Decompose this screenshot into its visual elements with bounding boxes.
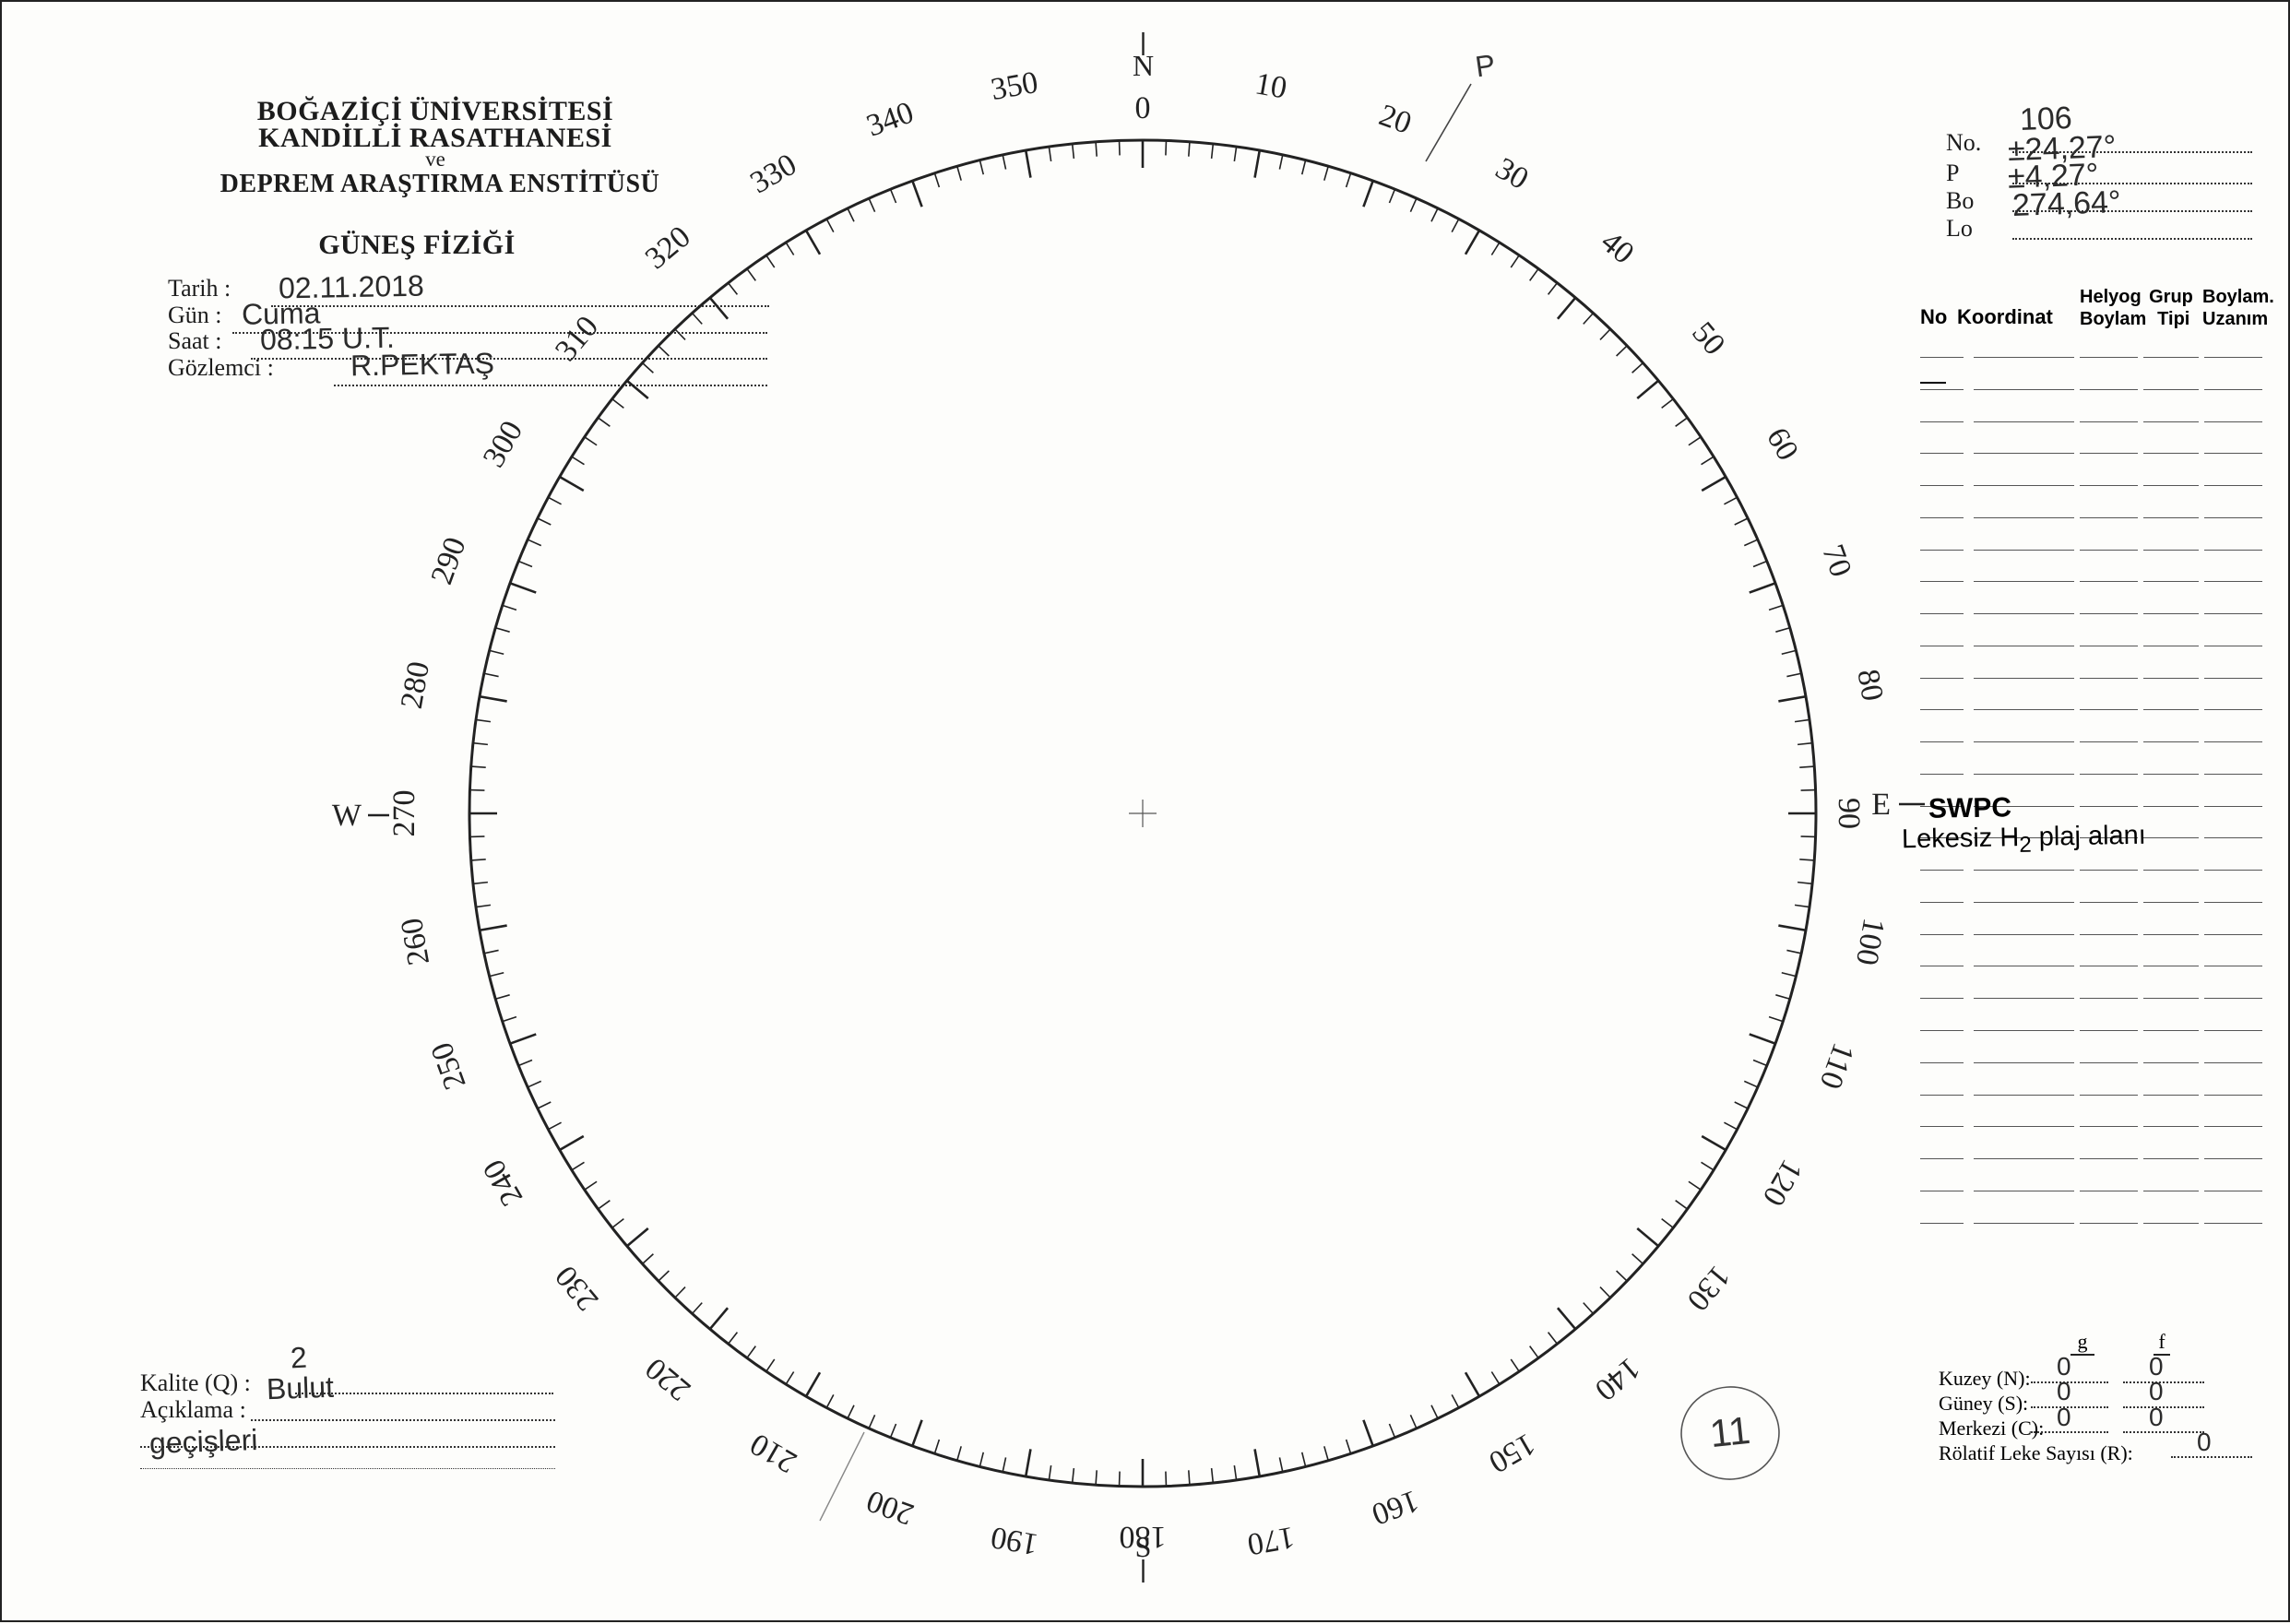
svg-text:300: 300 — [477, 415, 530, 473]
svg-text:230: 230 — [549, 1259, 605, 1317]
svg-text:140: 140 — [1588, 1351, 1646, 1407]
svg-text:120: 120 — [1756, 1154, 1809, 1212]
svg-text:W: W — [332, 799, 362, 833]
svg-text:90: 90 — [1832, 798, 1866, 829]
svg-text:350: 350 — [989, 65, 1041, 107]
svg-text:10: 10 — [1252, 66, 1289, 105]
svg-text:310: 310 — [549, 310, 605, 368]
svg-text:80: 80 — [1850, 667, 1889, 704]
svg-text:20: 20 — [1375, 98, 1417, 140]
svg-text:200: 200 — [862, 1483, 919, 1531]
svg-text:160: 160 — [1368, 1483, 1424, 1531]
svg-text:190: 190 — [989, 1520, 1041, 1561]
svg-text:11: 11 — [1708, 1408, 1752, 1455]
svg-text:220: 220 — [639, 1351, 697, 1407]
svg-text:0: 0 — [1135, 91, 1151, 125]
svg-text:210: 210 — [744, 1427, 802, 1480]
svg-text:P: P — [1473, 48, 1497, 84]
svg-text:50: 50 — [1685, 315, 1731, 362]
svg-text:70: 70 — [1815, 540, 1857, 582]
svg-text:130: 130 — [1680, 1259, 1737, 1317]
svg-text:N: N — [1133, 49, 1154, 82]
svg-text:150: 150 — [1483, 1427, 1541, 1480]
svg-text:30: 30 — [1489, 151, 1534, 196]
svg-text:E: E — [1871, 788, 1891, 822]
svg-text:330: 330 — [744, 148, 802, 201]
svg-text:180: 180 — [1120, 1520, 1167, 1554]
svg-text:110: 110 — [1813, 1038, 1861, 1093]
svg-text:290: 290 — [424, 533, 472, 589]
svg-text:270: 270 — [387, 790, 421, 837]
svg-text:320: 320 — [639, 219, 697, 276]
svg-text:170: 170 — [1245, 1520, 1298, 1561]
svg-text:240: 240 — [477, 1154, 530, 1212]
svg-text:40: 40 — [1595, 225, 1641, 271]
svg-text:280: 280 — [395, 659, 436, 712]
svg-text:100: 100 — [1849, 916, 1891, 968]
svg-text:340: 340 — [862, 95, 919, 143]
svg-text:250: 250 — [424, 1038, 472, 1095]
svg-text:60: 60 — [1760, 422, 1805, 467]
svg-text:260: 260 — [395, 916, 436, 968]
